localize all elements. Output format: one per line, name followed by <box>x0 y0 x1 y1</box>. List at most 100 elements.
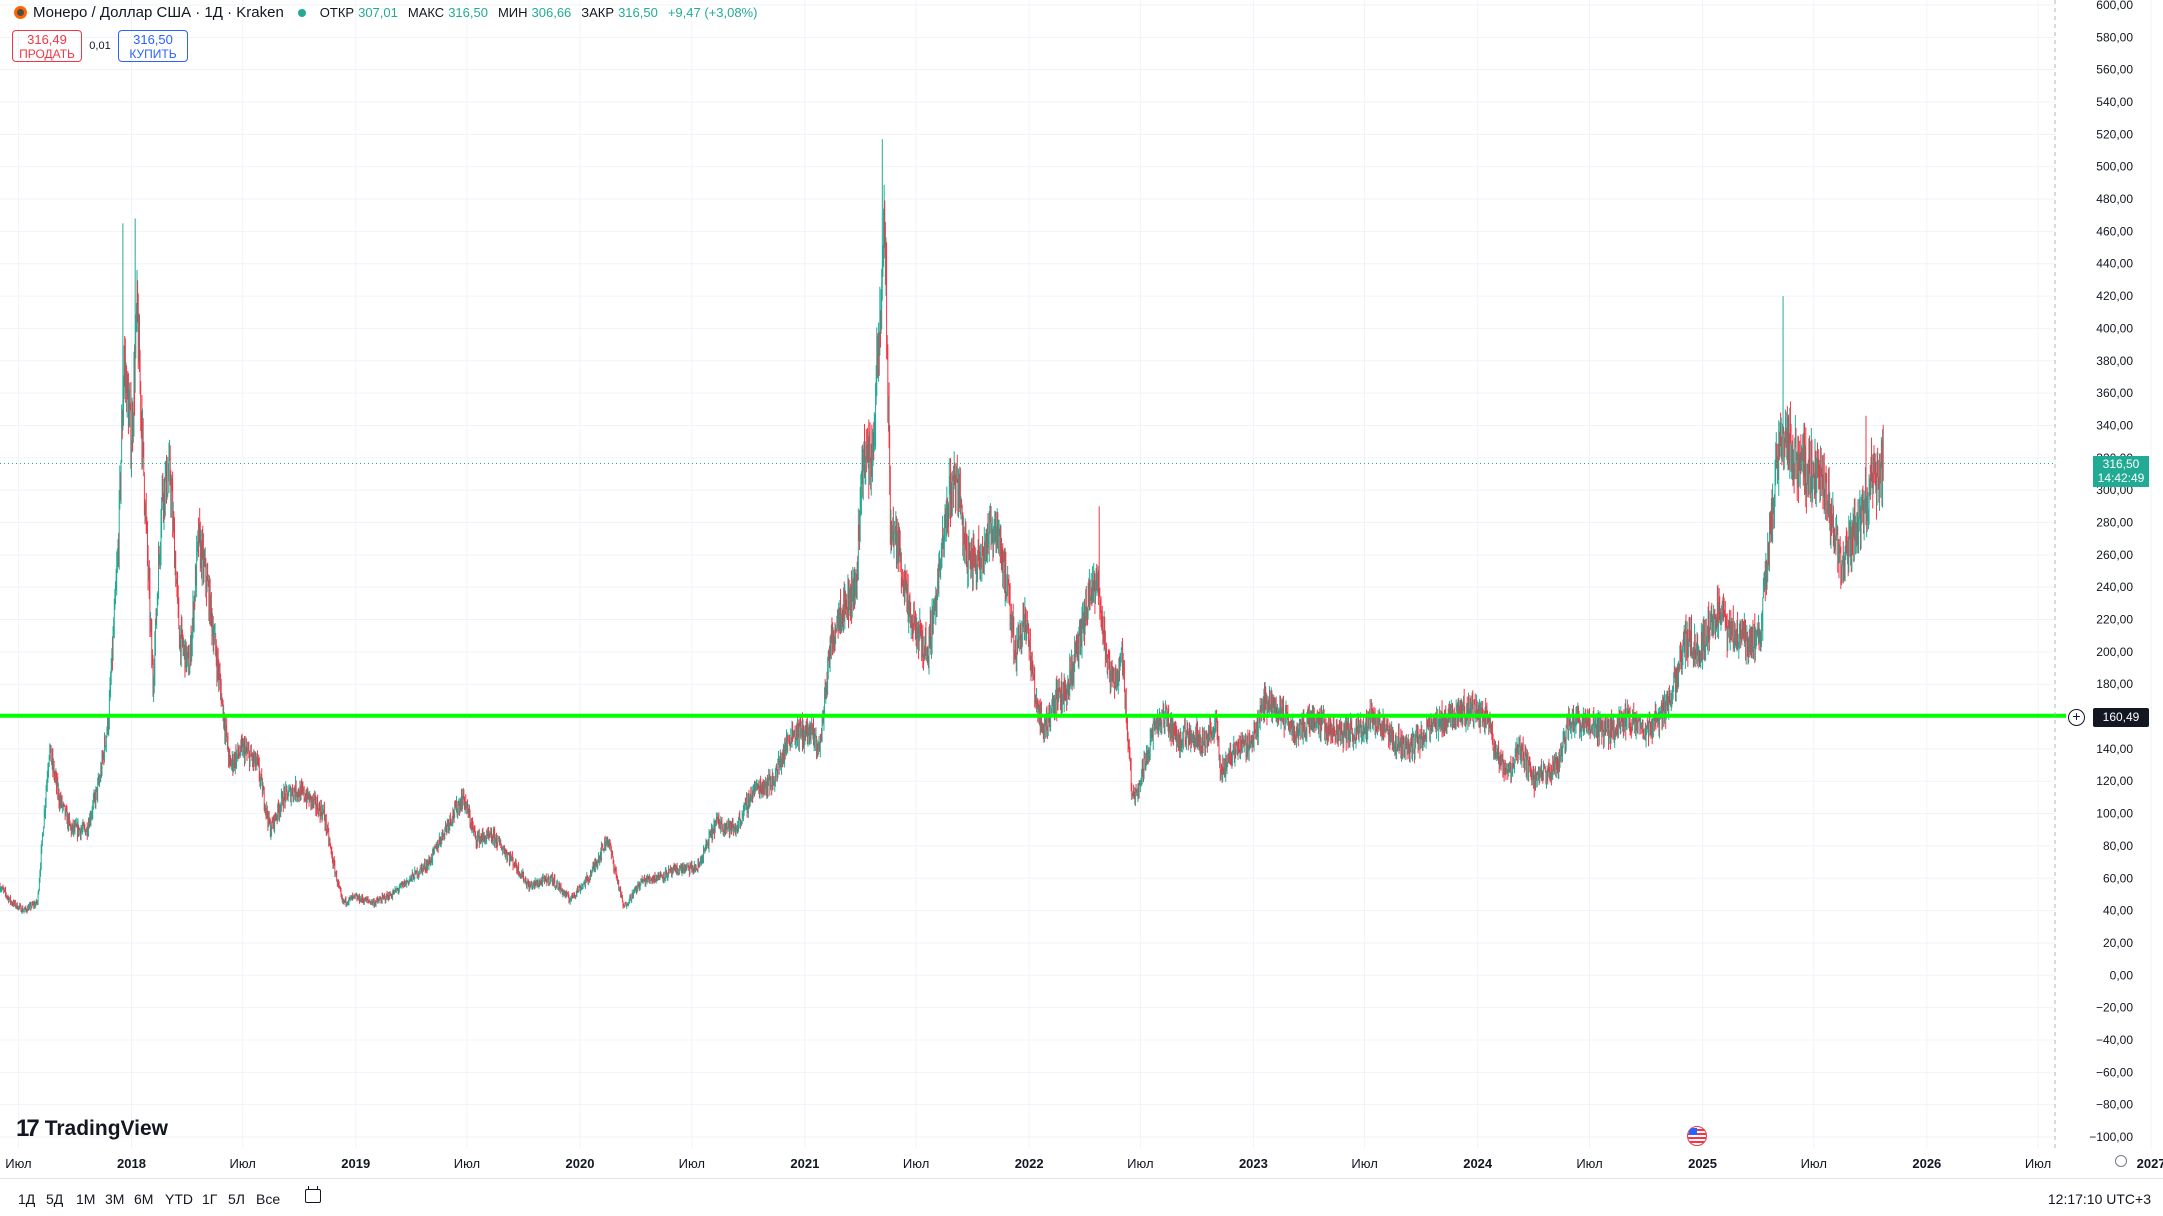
buy-label: КУПИТЬ <box>129 47 177 61</box>
x-tick-label: Июл <box>5 1156 31 1171</box>
y-tick-label: 340,00 <box>2096 418 2133 432</box>
y-tick-label: 240,00 <box>2096 580 2133 594</box>
y-tick-label: 180,00 <box>2096 677 2133 691</box>
y-tick-label: 140,00 <box>2096 742 2133 756</box>
ohlc-values: ОТКР 307,01 МАКС 316,50 МИН 306,66 ЗАКР 316,… <box>320 5 764 20</box>
y-tick-label: 380,00 <box>2096 354 2133 368</box>
y-tick-label: 580,00 <box>2096 30 2133 44</box>
x-tick-label: 2018 <box>117 1156 146 1171</box>
bar-countdown: 14:42:49 <box>2097 471 2145 485</box>
symbol-header: Монеро / Доллар США · 1Д · Kraken ОТКР 30… <box>14 4 763 21</box>
y-tick-label: 460,00 <box>2096 224 2133 238</box>
high-value: 316,50 <box>448 5 488 20</box>
y-tick-label: 600,00 <box>2096 0 2133 12</box>
clock[interactable]: 12:17:10 UTC+3 <box>2047 1191 2151 1207</box>
timeframe-1m[interactable]: 1М <box>76 1191 96 1207</box>
settings-icon[interactable] <box>2115 1155 2127 1167</box>
tradingview-logo-text: TradingView <box>44 1117 169 1140</box>
tradingview-logo-icon: 17 <box>16 1115 40 1142</box>
y-tick-label: 420,00 <box>2096 289 2133 303</box>
timeframe-3m[interactable]: 3М <box>105 1191 125 1207</box>
y-tick-label: −20,00 <box>2096 1001 2133 1015</box>
y-tick-label: 80,00 <box>2103 839 2133 853</box>
timeframe-1d[interactable]: 1Д <box>18 1191 36 1207</box>
x-tick-label: Июл <box>679 1156 705 1171</box>
us-flag-event-icon[interactable] <box>1687 1126 1707 1146</box>
timeframe-ytd[interactable]: YTD <box>165 1191 193 1207</box>
sell-button[interactable]: 316,49 ПРОДАТЬ <box>12 30 82 62</box>
chart-grid <box>0 0 2152 1148</box>
y-tick-label: 520,00 <box>2096 127 2133 141</box>
x-tick-label: 2020 <box>566 1156 595 1171</box>
y-tick-label: 400,00 <box>2096 321 2133 335</box>
high-label: МАКС <box>407 5 445 20</box>
timeframe-1y[interactable]: 1Г <box>202 1191 218 1207</box>
x-tick-label: 2022 <box>1015 1156 1044 1171</box>
x-tick-label: Июл <box>1576 1156 1602 1171</box>
y-tick-label: 220,00 <box>2096 613 2133 627</box>
last-price-value: 316,50 <box>2102 457 2140 471</box>
y-tick-label: −60,00 <box>2096 1065 2133 1079</box>
timeframe-all[interactable]: Все <box>256 1191 281 1207</box>
y-tick-label: 0,00 <box>2110 968 2134 982</box>
y-tick-label: −40,00 <box>2096 1033 2133 1047</box>
y-tick-label: 40,00 <box>2103 904 2133 918</box>
trade-panel: 316,49 ПРОДАТЬ 0,01 316,50 КУПИТЬ <box>12 30 188 62</box>
y-tick-label: 540,00 <box>2096 95 2133 109</box>
close-label: ЗАКР <box>581 5 615 20</box>
symbol-title[interactable]: Монеро / Доллар США · 1Д · Kraken <box>33 4 284 21</box>
candles <box>0 139 1884 914</box>
monero-icon <box>14 6 27 19</box>
y-tick-label: 60,00 <box>2103 871 2133 885</box>
market-status-icon[interactable] <box>297 8 306 17</box>
low-value: 306,66 <box>531 5 572 20</box>
y-tick-label: 440,00 <box>2096 257 2133 271</box>
sell-price: 316,49 <box>27 32 67 47</box>
price-chart[interactable]: 600,00 580,00 560,00 540,00 520,00 500,00 480,… <box>0 0 2163 1178</box>
x-tick-label: Июл <box>229 1156 255 1171</box>
x-tick-label: Июл <box>1801 1156 1827 1171</box>
timeframe-5y[interactable]: 5Л <box>228 1191 245 1207</box>
x-tick-label: Июл <box>454 1156 480 1171</box>
x-tick-label: 2019 <box>341 1156 370 1171</box>
x-tick-label: Июл <box>1127 1156 1153 1171</box>
buy-price: 316,50 <box>133 32 173 47</box>
x-tick-label: Июл <box>1351 1156 1377 1171</box>
x-tick-label: 2025 <box>1688 1156 1717 1171</box>
x-tick-label: 2026 <box>1912 1156 1941 1171</box>
buy-button[interactable]: 316,50 КУПИТЬ <box>118 30 188 62</box>
x-tick-label: 2023 <box>1239 1156 1268 1171</box>
y-tick-label: −80,00 <box>2096 1098 2133 1112</box>
x-tick-label: Июл <box>2025 1156 2051 1171</box>
y-tick-label: 560,00 <box>2096 63 2133 77</box>
y-tick-label: 280,00 <box>2096 515 2133 529</box>
spread-value: 0,01 <box>89 40 111 52</box>
open-label: ОТКР <box>319 5 355 20</box>
x-tick-label: 2024 <box>1463 1156 1493 1171</box>
bottom-toolbar: 1Д 5Д 1М 3М 6М YTD 1Г 5Л Все 12:17:10 UT… <box>0 1178 2163 1216</box>
y-tick-label: 500,00 <box>2096 160 2133 174</box>
y-tick-label: −100,00 <box>2089 1130 2133 1144</box>
timeframe-5d[interactable]: 5Д <box>46 1191 64 1207</box>
timeframe-6m[interactable]: 6М <box>134 1191 154 1207</box>
y-tick-label: 100,00 <box>2096 807 2133 821</box>
y-tick-label: 120,00 <box>2096 774 2133 788</box>
y-tick-label: 200,00 <box>2096 645 2133 659</box>
low-label: МИН <box>497 5 528 20</box>
x-tick-label: 2021 <box>790 1156 819 1171</box>
calendar-icon[interactable] <box>305 1186 321 1203</box>
x-tick-label: 2027 <box>2137 1156 2163 1171</box>
close-value: 316,50 <box>618 5 658 20</box>
add-alert-plus-icon[interactable]: + <box>2068 709 2085 726</box>
y-tick-label: 360,00 <box>2096 386 2133 400</box>
y-tick-label: 260,00 <box>2096 548 2133 562</box>
y-tick-label: 20,00 <box>2103 936 2133 950</box>
price-axis: 600,00 580,00 560,00 540,00 520,00 500,00 480,… <box>2089 0 2133 1144</box>
time-axis: Июл 2018 Июл 2019 Июл 2020 Июл 2021 Июл 2022 Июл 20… <box>5 1156 2163 1171</box>
y-tick-label: 480,00 <box>2096 192 2133 206</box>
tradingview-logo[interactable]: 17 TradingView <box>16 1115 168 1143</box>
horizontal-line-price-badge[interactable]: 160,49 <box>2093 708 2149 727</box>
x-tick-label: Июл <box>903 1156 929 1171</box>
last-price-badge: 316,50 14:42:49 <box>2093 456 2149 487</box>
open-value: 307,01 <box>358 5 398 20</box>
